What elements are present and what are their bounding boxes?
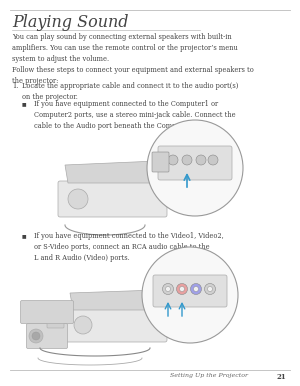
Text: ■: ■ (22, 233, 27, 238)
Circle shape (194, 286, 199, 291)
Text: If you have equipment connected to the Computer1 or
Computer2 ports, use a stere: If you have equipment connected to the C… (34, 100, 236, 130)
Text: You can play sound by connecting external speakers with built-in
amplifiers. You: You can play sound by connecting externa… (12, 33, 238, 63)
Circle shape (147, 120, 243, 216)
Circle shape (176, 283, 188, 295)
Text: Setting Up the Projector: Setting Up the Projector (170, 373, 248, 378)
Circle shape (168, 155, 178, 165)
Circle shape (142, 247, 238, 343)
Circle shape (190, 283, 202, 295)
FancyBboxPatch shape (26, 323, 68, 349)
Polygon shape (65, 161, 160, 183)
FancyBboxPatch shape (20, 300, 74, 323)
Circle shape (182, 155, 192, 165)
Text: 1.: 1. (12, 82, 18, 90)
Polygon shape (70, 290, 160, 310)
Circle shape (74, 316, 92, 334)
FancyBboxPatch shape (63, 308, 167, 342)
Circle shape (29, 329, 43, 343)
Circle shape (32, 332, 40, 340)
Text: Playing Sound: Playing Sound (12, 14, 128, 31)
Circle shape (208, 286, 212, 291)
FancyBboxPatch shape (58, 181, 167, 217)
Text: Follow these steps to connect your equipment and external speakers to
the projec: Follow these steps to connect your equip… (12, 66, 254, 85)
FancyBboxPatch shape (158, 146, 232, 180)
Circle shape (163, 283, 173, 295)
Text: If you have equipment connected to the Video1, Video2,
or S-Video ports, connect: If you have equipment connected to the V… (34, 232, 224, 262)
Text: Locate the appropriate cable and connect it to the audio port(s)
on the projecto: Locate the appropriate cable and connect… (22, 82, 239, 101)
Text: ■: ■ (22, 101, 27, 106)
Circle shape (196, 155, 206, 165)
Circle shape (68, 189, 88, 209)
Circle shape (166, 286, 170, 291)
Circle shape (205, 283, 215, 295)
FancyBboxPatch shape (47, 316, 64, 328)
FancyBboxPatch shape (153, 275, 227, 307)
FancyBboxPatch shape (152, 152, 169, 172)
Circle shape (208, 155, 218, 165)
Text: 21: 21 (276, 373, 286, 381)
Circle shape (179, 286, 184, 291)
